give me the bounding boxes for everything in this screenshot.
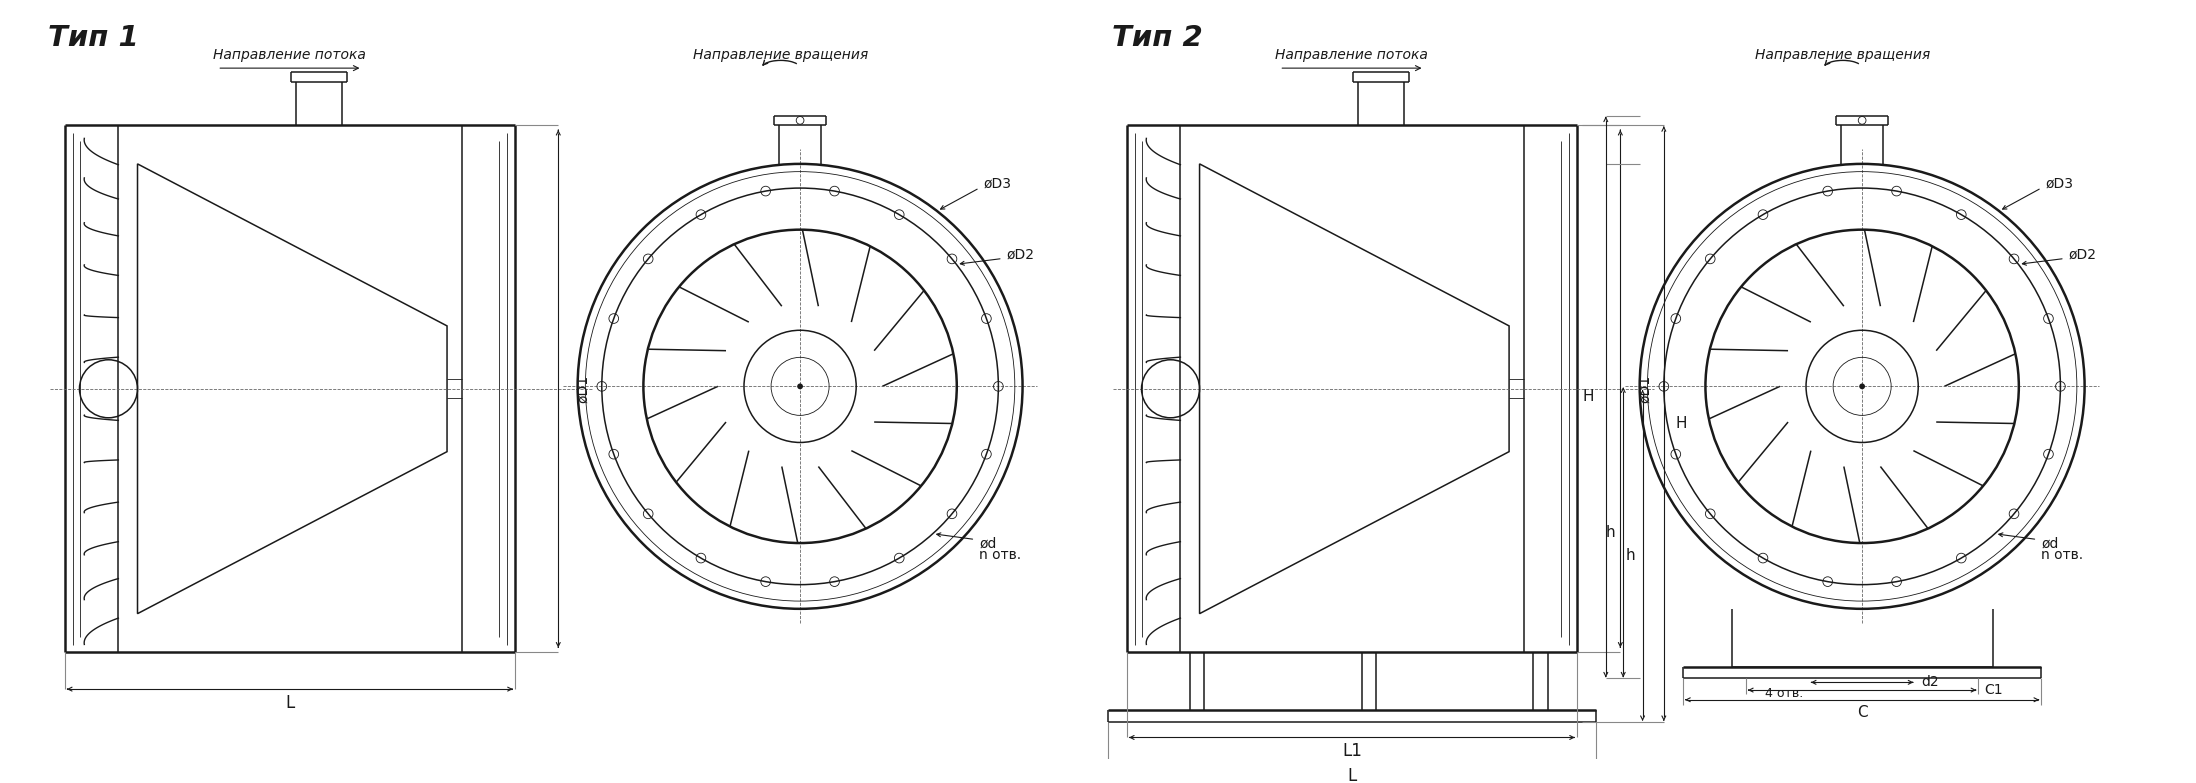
Text: Направление вращения: Направление вращения	[1755, 48, 1930, 62]
Text: øD2: øD2	[1006, 247, 1034, 262]
Text: n отв.: n отв.	[979, 548, 1021, 562]
Text: H: H	[1583, 389, 1594, 405]
Text: Тип 1: Тип 1	[48, 23, 138, 52]
Text: Направление вращения: Направление вращения	[694, 48, 867, 62]
Text: d2: d2	[1922, 676, 1939, 689]
Text: L1: L1	[1342, 742, 1362, 760]
Text: ød: ød	[979, 536, 997, 550]
Text: n отв.: n отв.	[2042, 548, 2084, 562]
Text: h: h	[1625, 548, 1634, 563]
Text: C: C	[1858, 705, 1867, 720]
Text: øD1: øD1	[575, 375, 591, 402]
Text: Направление потока: Направление потока	[213, 48, 367, 62]
Text: h: h	[1605, 525, 1616, 540]
Text: Тип 2: Тип 2	[1111, 23, 1201, 52]
Text: øD3: øD3	[2044, 177, 2073, 191]
Text: L: L	[1348, 767, 1357, 783]
Text: ød: ød	[2042, 536, 2058, 550]
Text: Направление потока: Направление потока	[1276, 48, 1427, 62]
Text: H: H	[1676, 416, 1687, 431]
Text: øD3: øD3	[984, 177, 1012, 191]
Circle shape	[797, 384, 804, 389]
Text: øD2: øD2	[2069, 247, 2097, 262]
Text: øD1: øD1	[1638, 375, 1651, 402]
Text: 4 отв.: 4 отв.	[1766, 687, 1803, 701]
Text: L: L	[285, 694, 294, 712]
Text: C1: C1	[1983, 683, 2003, 697]
Circle shape	[1860, 384, 1864, 389]
